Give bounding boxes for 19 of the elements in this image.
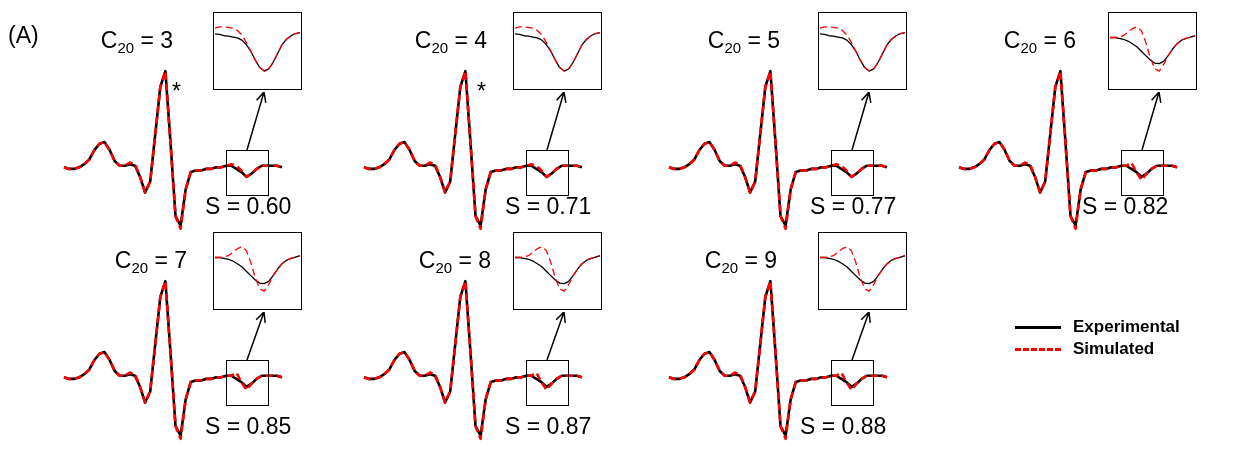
annotation: S = 0.71: [505, 193, 592, 219]
annotation: S = 0.88: [800, 413, 887, 439]
annotation: *: [477, 78, 486, 104]
annotation: S = 0.82: [1082, 193, 1169, 219]
chart-title: C$_{20}$ = 8: [418, 247, 492, 276]
chart-title: C$_{20}$ = 3: [100, 27, 174, 56]
annotation: S = 0.87: [505, 413, 592, 439]
chart-title: C$_{20}$ = 4: [414, 27, 488, 56]
legend-label: Experimental: [1073, 317, 1180, 337]
legend-label: Simulated: [1073, 339, 1155, 359]
annotation: S = 0.60: [205, 193, 292, 219]
annotation: *: [172, 78, 181, 104]
text: (A): [8, 22, 39, 48]
annotation: S = 0.85: [205, 413, 292, 439]
chart-title: C$_{20}$ = 9: [704, 247, 778, 276]
chart-title: C$_{20}$ = 6: [1003, 27, 1077, 56]
chart-title: C$_{20}$ = 5: [707, 27, 781, 56]
annotation: S = 0.77: [810, 193, 897, 219]
chart-title: C$_{20}$ = 7: [114, 247, 188, 276]
